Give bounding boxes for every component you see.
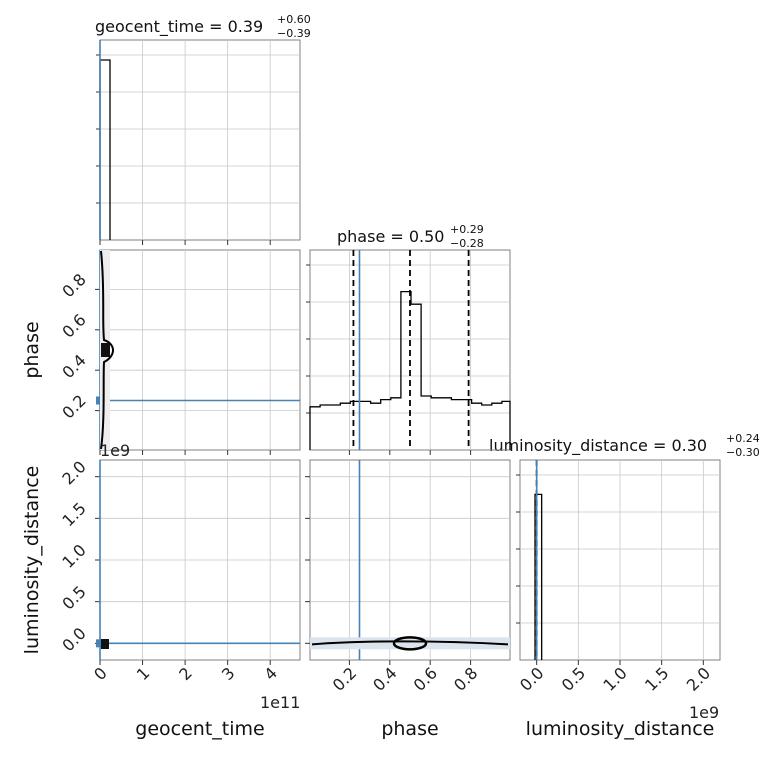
tick-label-x-phase: 0.8 <box>450 663 481 694</box>
tick-label-y-phase: 0.8 <box>58 270 89 301</box>
svg-text:phase = 0.50: phase = 0.50 <box>337 227 444 246</box>
offset-label-geocent-time: 1e11 <box>260 693 300 712</box>
xlabel-phase: phase <box>381 718 438 740</box>
histogram-geocent_time <box>99 59 111 240</box>
tick-label-x-geocent_time: 2 <box>175 663 196 684</box>
chart-marks: 0 1 2 3 4 0.2 0.4 0.6 0.8 0.0 0.5 1.0 1.5 2.0 0.2 0.4 0.… <box>58 40 720 695</box>
tick-label-x-phase: 0.4 <box>369 663 400 694</box>
title-luminosity-distance: luminosity_distance = 0.30 +0.24 −0.30 <box>489 432 760 459</box>
tick-label-x-luminosity_distance: 1.0 <box>599 663 630 694</box>
density-contour <box>311 640 509 646</box>
tick-label-x-luminosity_distance: 2.0 <box>683 663 714 694</box>
tick-label-y-luminosity_distance: 0.0 <box>58 624 89 655</box>
tick-label-x-geocent_time: 4 <box>260 663 281 684</box>
tick-label-x-geocent_time: 0 <box>90 663 111 684</box>
svg-text:geocent_time = 0.39: geocent_time = 0.39 <box>95 17 263 37</box>
svg-text:−0.39: −0.39 <box>277 27 311 40</box>
svg-text:luminosity_distance = 0.30: luminosity_distance = 0.30 <box>489 436 707 456</box>
xlabel-geocent-time: geocent_time <box>135 718 264 740</box>
tick-label-x-geocent_time: 1 <box>133 663 154 684</box>
svg-text:+0.60: +0.60 <box>277 13 311 26</box>
tick-label-y-luminosity_distance: 0.5 <box>58 582 89 613</box>
svg-text:−0.28: −0.28 <box>450 237 484 250</box>
tick-label-y-phase: 0.4 <box>58 351 89 382</box>
offset-label-dist-y: 1e9 <box>100 441 130 460</box>
offset-label-dist-x: 1e9 <box>689 703 719 722</box>
tick-label-x-luminosity_distance: 0.0 <box>516 663 547 694</box>
truth-point <box>96 639 104 648</box>
density-core <box>101 343 110 357</box>
svg-text:−0.30: −0.30 <box>726 446 760 459</box>
tick-label-x-geocent_time: 3 <box>218 663 239 684</box>
xlabel-luminosity-distance: luminosity_distance <box>526 718 715 740</box>
tick-label-y-phase: 0.2 <box>58 391 89 422</box>
tick-label-x-luminosity_distance: 1.5 <box>641 663 672 694</box>
density-contour <box>392 636 428 651</box>
title-phase: phase = 0.50 +0.29 −0.28 <box>337 223 484 250</box>
tick-label-x-phase: 0.6 <box>410 663 441 694</box>
tick-label-x-luminosity_distance: 0.5 <box>558 663 589 694</box>
tick-label-y-phase: 0.6 <box>58 310 89 341</box>
tick-label-y-luminosity_distance: 2.0 <box>58 457 89 488</box>
svg-text:+0.24: +0.24 <box>726 432 760 445</box>
tick-label-y-luminosity_distance: 1.5 <box>58 499 89 530</box>
density-contour <box>100 250 114 450</box>
tick-label-x-phase: 0.2 <box>329 663 360 694</box>
density-core <box>101 639 109 649</box>
tick-label-y-luminosity_distance: 1.0 <box>58 540 89 571</box>
svg-text:+0.29: +0.29 <box>450 223 484 236</box>
density-shade <box>310 637 510 650</box>
histogram-phase <box>309 290 511 450</box>
ylabel-luminosity-distance: luminosity_distance <box>21 466 43 655</box>
histogram-luminosity_distance <box>534 493 543 660</box>
title-geocent-time: geocent_time = 0.39 +0.60 −0.39 <box>95 13 311 40</box>
ylabel-phase: phase <box>21 321 43 378</box>
